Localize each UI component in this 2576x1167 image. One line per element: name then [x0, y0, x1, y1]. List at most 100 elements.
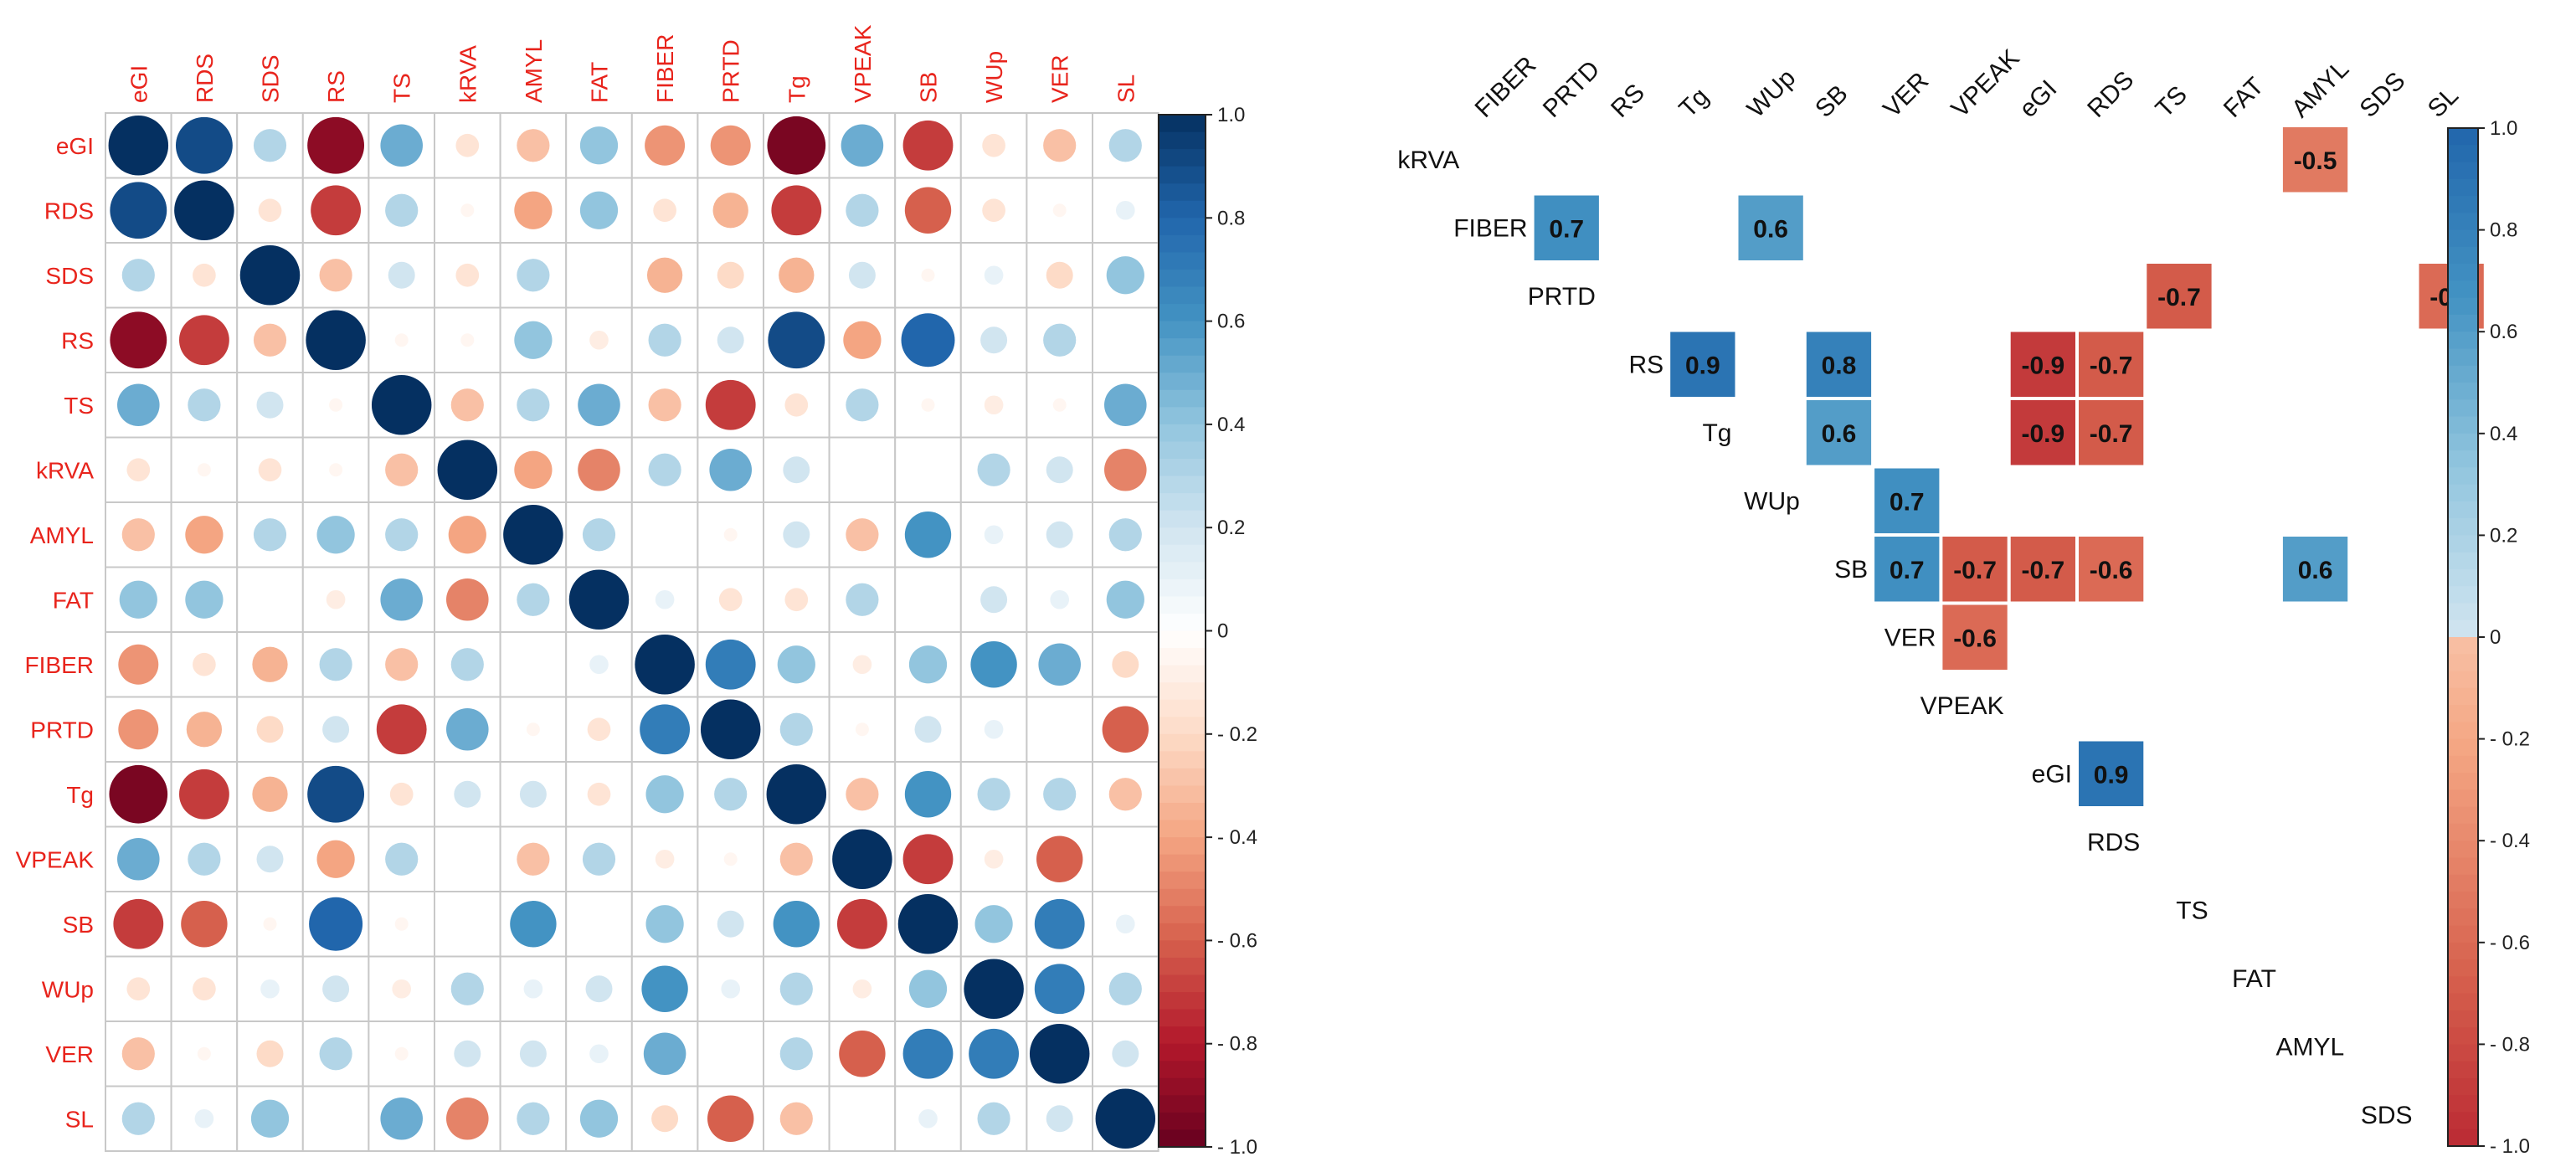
colorbar-left-gradient-step [1159, 940, 1206, 959]
num-row-label-FAT: FAT [2232, 965, 2276, 993]
corr-circle-RDS-AMYL [514, 191, 553, 229]
corr-circle-SB-Tg [773, 901, 820, 948]
corr-circle-VER-Tg [779, 1037, 813, 1071]
corr-circle-SDS-SL [1106, 256, 1144, 295]
corr-circle-SL-FAT [579, 1099, 619, 1138]
colorbar-left-gradient-step [1159, 923, 1206, 941]
corr-circle-AMYL-kRVA [448, 516, 486, 554]
corr-circle-PRTD-Tg [779, 712, 813, 746]
colorbar-left-gradient-step [1159, 115, 1206, 133]
grid-cell [894, 436, 962, 503]
colorbar-right-gradient-step [2448, 383, 2478, 400]
corr-circle-SDS-RDS [193, 263, 216, 287]
colorbar-left-tick-label: 0.4 [1217, 414, 1245, 436]
col-label-Tg: Tg [784, 75, 810, 103]
grid-cell [894, 566, 962, 633]
colorbar-right-gradient-step [2448, 908, 2478, 927]
colorbar-right-gradient-step [2448, 535, 2478, 553]
grid-cell [1092, 825, 1159, 892]
corr-circle-VER-AMYL [519, 1040, 547, 1067]
corr-circle-VPEAK-VPEAK [832, 829, 892, 889]
corr-circle-eGI-eGI [108, 116, 169, 176]
corr-circle-WUp-PRTD [721, 979, 741, 999]
corr-circle-WUp-RS [322, 975, 350, 1003]
corr-circle-eGI-TS [380, 124, 423, 167]
corr-circle-WUp-TS [392, 979, 412, 999]
colorbar-right-gradient-step [2448, 196, 2478, 213]
num-row-label-Tg: Tg [1702, 419, 1731, 447]
row-label-AMYL: AMYL [30, 522, 94, 548]
colorbar-left-gradient-step [1159, 1026, 1206, 1045]
corr-circle-VER-SB [902, 1028, 954, 1079]
corr-circle-eGI-SL [1108, 129, 1142, 162]
col-label-SDS: SDS [258, 54, 284, 103]
row-label-TS: TS [64, 393, 94, 419]
corr-circle-eGI-AMYL [517, 129, 550, 162]
colorbar-right-gradient-step [2448, 145, 2478, 163]
corr-circle-WUp-Tg [779, 972, 813, 1005]
colorbar-left-gradient-step [1159, 338, 1206, 357]
corr-circle-AMYL-SB [904, 512, 952, 558]
num-row-label-AMYL: AMYL [2275, 1033, 2344, 1061]
corr-circle-WUp-VPEAK [852, 979, 872, 999]
corr-circle-SB-FIBER [645, 905, 684, 943]
corr-circle-SL-SL [1095, 1088, 1156, 1149]
corr-circle-AMYL-WUp [984, 525, 1004, 545]
corr-circle-Tg-VER [1043, 778, 1077, 811]
corr-circle-PRTD-SB [914, 716, 942, 743]
num-cell-Tg-SB [1806, 400, 1872, 465]
num-cell-SB-RDS [2079, 537, 2144, 602]
colorbar-right-tick-label: 0.2 [2490, 524, 2517, 547]
colorbar-right-gradient-step [2448, 484, 2478, 502]
num-value-kRVA-AMYL: -0.5 [2294, 147, 2337, 175]
num-value-Tg-eGI: -0.9 [2021, 420, 2064, 448]
corr-circle-TS-FIBER [648, 388, 681, 422]
num-value-SB-VER: 0.7 [1890, 557, 1925, 584]
col-label-RS: RS [323, 70, 349, 103]
num-cell-RS-RDS [2079, 332, 2144, 397]
corr-circle-SB-WUp [974, 905, 1013, 943]
colorbar-right-gradient-step [2448, 416, 2478, 434]
corr-circle-RDS-FIBER [653, 198, 676, 223]
num-cell-eGI-RDS [2079, 741, 2144, 806]
corr-circle-VER-VPEAK [839, 1031, 886, 1077]
colorbar-right-gradient-step [2448, 959, 2478, 977]
corr-circle-PRTD-FIBER [640, 704, 691, 755]
corr-circle-PRTD-eGI [118, 709, 159, 750]
num-cell-PRTD-TS [2147, 264, 2212, 329]
corr-circle-WUp-SL [1108, 972, 1142, 1005]
row-label-FAT: FAT [53, 587, 94, 613]
num-row-label-WUp: WUp [1744, 487, 1800, 515]
corr-circle-SL-SDS [250, 1099, 290, 1138]
corr-circle-eGI-SDS [253, 129, 287, 162]
corr-circle-VPEAK-SB [902, 834, 954, 885]
colorbar-left-tick-label: 0.2 [1217, 517, 1245, 539]
num-value-Tg-SB: 0.6 [1822, 420, 1857, 448]
corr-circle-TS-SDS [256, 391, 284, 419]
colorbar-left-gradient-step [1159, 630, 1206, 649]
corr-circle-WUp-FIBER [641, 965, 688, 1012]
colorbar-right-gradient-step [2448, 773, 2478, 790]
corr-circle-kRVA-FIBER [648, 453, 681, 486]
num-cell-Tg-RDS [2079, 400, 2144, 465]
corr-circle-kRVA-SL [1104, 448, 1147, 491]
colorbar-left: 1.0 0.8 0.6 0.4 0.2 0 - 0.2 - 0.4 - 0.6 - 0.8 - 1.… [1158, 104, 1257, 1159]
colorbar-left-gradient-step [1159, 1112, 1206, 1131]
corr-circle-FIBER-FAT [589, 655, 609, 675]
colorbar-right-gradient-step [2448, 450, 2478, 468]
num-value-FIBER-PRTD: 0.7 [1549, 215, 1584, 243]
corr-circle-eGI-WUp [982, 133, 1005, 157]
colorbar-left-gradient-step [1159, 183, 1206, 202]
corr-circle-SL-VER [1046, 1105, 1073, 1133]
corr-circle-SL-kRVA [446, 1097, 489, 1140]
colorbar-left-gradient-step [1159, 665, 1206, 683]
corr-circle-FAT-kRVA [446, 578, 489, 621]
col-label-kRVA: kRVA [455, 45, 481, 103]
corr-circle-SDS-kRVA [455, 263, 480, 287]
colorbar-left-gradient-step [1159, 906, 1206, 924]
corr-circle-FIBER-WUp [970, 641, 1017, 688]
corr-circle-SDS-AMYL [517, 259, 550, 292]
col-label-FAT: FAT [587, 62, 613, 103]
circle-correlation-chart: eGI eGI RDS RDS SDS SDS RS RS TS TS kRVA kRVA AMYL AM… [16, 24, 1159, 1152]
colorbar-right-gradient-step [2448, 128, 2478, 146]
